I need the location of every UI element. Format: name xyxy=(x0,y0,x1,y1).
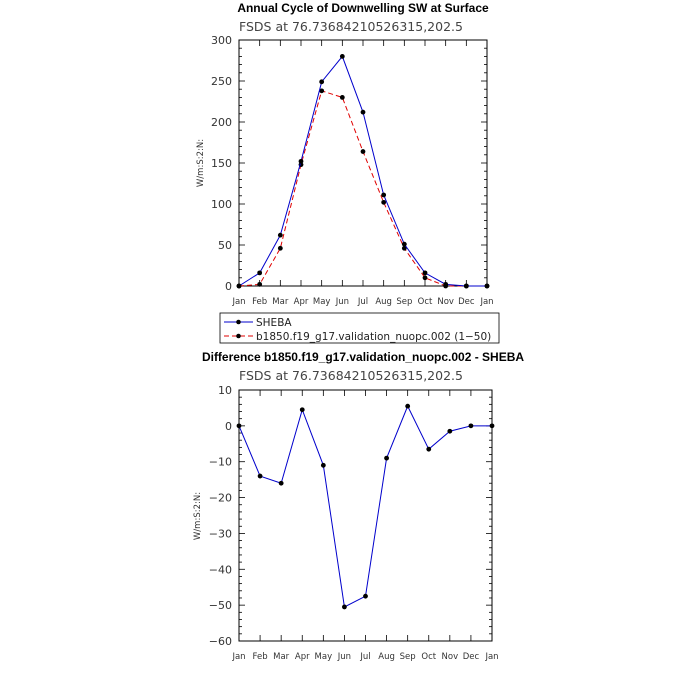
chart1-series-0-point xyxy=(236,283,242,289)
chart2-xtick-label: Mar xyxy=(273,652,290,662)
chart1-series-0-point xyxy=(443,281,449,287)
chart2-ytick-label: 10 xyxy=(218,384,232,397)
chart1-series-0-point xyxy=(257,270,263,276)
chart1-series-0-point xyxy=(277,232,283,238)
chart1-series-0-point xyxy=(484,283,490,289)
chart1-xtick-label: Jul xyxy=(357,297,368,307)
chart1-ytick-label: 250 xyxy=(211,75,232,88)
chart2-xtick-label: May xyxy=(315,652,333,662)
chart1-xtick-label: Feb xyxy=(252,297,267,307)
chart2-xtick-label: Jul xyxy=(359,652,370,662)
chart1-xtick-label: Jan xyxy=(231,297,245,307)
chart1-ytick-label: 0 xyxy=(225,280,232,293)
chart2-xtick-label: Nov xyxy=(442,652,459,662)
chart1-series-1-point xyxy=(319,88,325,94)
chart1-ylabel: W/m:S:2:N: xyxy=(196,139,206,187)
chart2-series-line-0 xyxy=(238,404,492,608)
chart2-title: Difference b1850.f19_g17.validation_nuop… xyxy=(202,350,524,364)
chart2-xtick-label: Apr xyxy=(295,652,310,662)
chart2-series-0-point xyxy=(320,462,326,468)
chart2-xtick-label: Jan xyxy=(231,652,245,662)
chart2-series-0-point xyxy=(278,480,284,486)
chart1-series-0-point xyxy=(298,158,304,164)
chart2-series-0-point xyxy=(426,446,432,452)
legend-marker-sheba xyxy=(236,319,241,325)
chart2-frame xyxy=(238,389,493,642)
chart2-series-0-point xyxy=(236,423,242,429)
chart2-plot: −60 −50 −40 −30 −20 −10 0 10 Jan Feb Mar Apr May Jun J… xyxy=(193,384,499,662)
chart2-subtitle: FSDS at 76.73684210526315,202.5 xyxy=(239,368,463,383)
chart1-series-line-0 xyxy=(238,55,487,287)
chart1-xtick-label: Jun xyxy=(335,297,349,307)
chart1-ytick-label: 150 xyxy=(211,157,232,170)
chart1-series-1-point xyxy=(422,275,428,281)
chart1-series-1-point xyxy=(401,245,407,251)
chart2-xtick-label: Feb xyxy=(253,652,268,662)
chart1-series-0-point xyxy=(401,241,407,247)
chart2-xtick-label: Jun xyxy=(337,652,351,662)
chart2-series-0-point xyxy=(489,423,495,429)
legend-box xyxy=(219,312,500,344)
chart2-ytick-label: −50 xyxy=(209,599,232,612)
chart2-series-0-point xyxy=(405,403,411,409)
chart1-ytick-label: 100 xyxy=(211,198,232,211)
chart2-series-0-point xyxy=(257,473,263,479)
chart1-series-0-point xyxy=(339,54,345,59)
chart1-ytick-label: 50 xyxy=(218,239,232,252)
chart1-ytick-label: 300 xyxy=(211,34,232,47)
chart2-xtick-label: Jan xyxy=(484,652,498,662)
chart1-series-0-point xyxy=(381,192,387,198)
chart2-series-0-point xyxy=(447,428,453,434)
chart1-series-0-point xyxy=(319,79,325,85)
chart1-series-1-point xyxy=(277,245,283,251)
chart1-subtitle: FSDS at 76.73684210526315,202.5 xyxy=(239,19,463,34)
chart1-xtick-label: Jan xyxy=(479,297,493,307)
chart2-xtick-label: Aug xyxy=(378,652,395,662)
chart2-ytick-label: −40 xyxy=(209,563,232,576)
chart2-series-0-point xyxy=(363,593,368,599)
chart1-title: Annual Cycle of Downwelling SW at Surfac… xyxy=(237,1,489,15)
legend-marker-model xyxy=(236,333,241,339)
chart2-ytick-label: −60 xyxy=(209,635,232,648)
chart1-series-0-point xyxy=(422,270,428,276)
chart1-xtick-label: Oct xyxy=(418,297,433,307)
chart2-ytick-label: 0 xyxy=(225,420,232,433)
chart1-series-1-point xyxy=(360,149,366,154)
chart1-xtick-label: Aug xyxy=(375,297,392,307)
chart1-xtick-label: Sep xyxy=(396,297,412,307)
chart2-xtick-label: Dec xyxy=(463,652,480,662)
chart2-series-0-point xyxy=(384,455,389,461)
chart1-legend: SHEBA b1850.f19_g17.validation_nuopc.002… xyxy=(219,312,500,344)
chart2-ytick-label: −20 xyxy=(209,492,232,505)
chart1-series-1-point xyxy=(257,281,263,287)
chart2-xtick-label: Oct xyxy=(421,652,436,662)
chart1-series-1-point xyxy=(381,199,387,205)
chart1-xtick-label: Mar xyxy=(272,297,289,307)
chart2-ylabel: W/m:S:2:N: xyxy=(193,492,203,540)
chart2-series-0-point xyxy=(468,423,474,429)
chart2-series-0-point xyxy=(299,407,305,413)
chart1-xtick-label: Nov xyxy=(437,297,454,307)
chart1-xtick-label: Dec xyxy=(458,297,475,307)
chart1-ytick-label: 200 xyxy=(211,116,232,129)
chart1-plot: 0 50 100 150 200 250 300 Jan Feb Mar Apr May Jun Jul A… xyxy=(196,34,494,307)
legend-label-sheba: SHEBA xyxy=(256,317,292,329)
chart2-ytick-label: −10 xyxy=(209,456,232,469)
chart2-series-0-point xyxy=(342,604,347,610)
chart1-series-line-1 xyxy=(238,90,487,287)
chart1-series-0-point xyxy=(360,109,366,115)
chart1-series-0-point xyxy=(463,283,469,289)
chart1-series-1-point xyxy=(339,95,345,100)
chart2-ytick-label: −30 xyxy=(209,527,232,540)
chart2-xtick-label: Sep xyxy=(400,652,416,662)
chart1-xtick-label: May xyxy=(313,297,331,307)
chart1-xtick-label: Apr xyxy=(294,297,309,307)
chart1-frame xyxy=(238,39,488,287)
legend-label-model: b1850.f19_g17.validation_nuopc.002 (1−50… xyxy=(256,331,491,343)
